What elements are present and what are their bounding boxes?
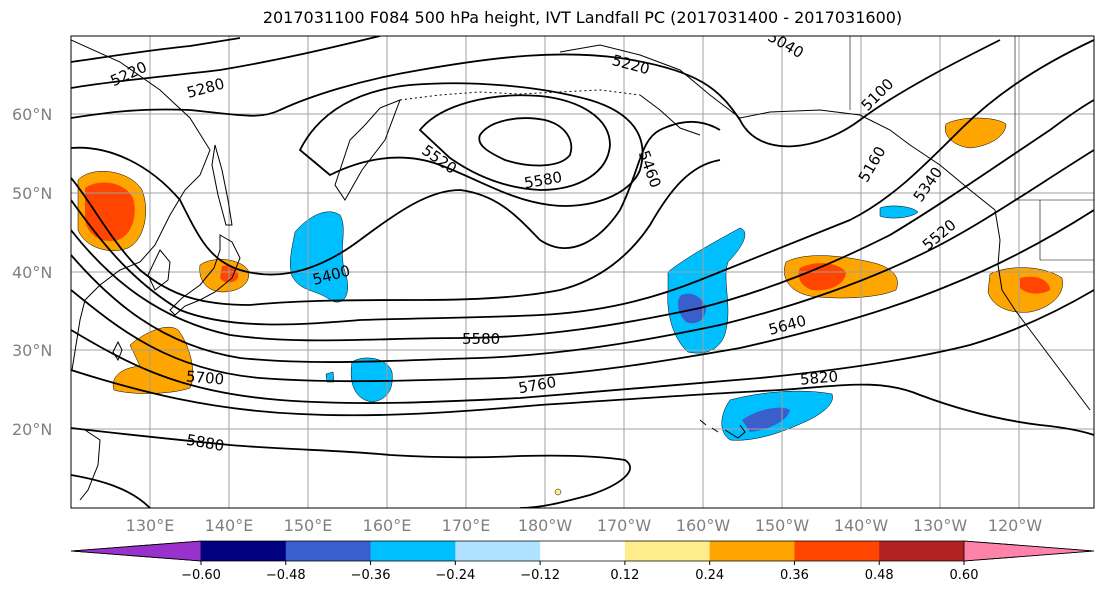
colorbar-tick-label: −0.60	[181, 568, 221, 583]
lon-label: 130°W	[913, 516, 968, 535]
colorbar-tick-label: −0.24	[435, 568, 475, 583]
lat-label: 60°N	[12, 105, 52, 124]
height-contours	[71, 36, 1094, 508]
ivt-shading	[77, 117, 1063, 496]
lon-label: 170°E	[442, 516, 491, 535]
lat-label: 20°N	[12, 420, 52, 439]
lon-label: 130°E	[126, 516, 175, 535]
shade-blob	[678, 293, 706, 324]
shade-blob	[554, 488, 562, 496]
lon-label: 120°W	[988, 516, 1043, 535]
colorbar-cell	[455, 541, 541, 561]
colorbar-tick-label: −0.48	[266, 568, 306, 583]
lon-label: 150°E	[284, 516, 333, 535]
contour-label: 5820	[799, 367, 839, 388]
colorbar-cell	[709, 541, 795, 561]
colorbar-cell	[624, 541, 711, 561]
lon-label: 140°E	[205, 516, 254, 535]
shade-blob	[742, 407, 790, 432]
colorbar: −0.60 −0.48 −0.36 −0.24 −0.12 0.12 0.24 0.36 0.4…	[70, 540, 1095, 583]
shade-blob	[85, 182, 135, 242]
shade-blob	[112, 326, 194, 394]
colorbar-cell	[879, 541, 965, 561]
lon-label: 180°W	[518, 516, 573, 535]
shade-blob	[879, 205, 919, 219]
map-title: 2017031100 F084 500 hPa height, IVT Land…	[262, 8, 903, 27]
colorbar-cell	[370, 541, 456, 561]
coastlines	[71, 36, 1094, 501]
colorbar-tick-label: 0.12	[610, 568, 639, 583]
lon-label: 170°W	[597, 516, 652, 535]
lat-label: 30°N	[12, 341, 52, 360]
shade-blob	[1020, 276, 1050, 294]
contour-label: 5700	[185, 367, 225, 388]
colorbar-tick-label: 0.60	[950, 568, 979, 583]
map-frame	[70, 35, 1095, 509]
lon-label: 160°W	[676, 516, 731, 535]
shade-blob	[325, 371, 335, 383]
colorbar-extend-high	[963, 540, 1095, 562]
colorbar-cell	[285, 541, 372, 561]
colorbar-tick-label: 0.48	[865, 568, 894, 583]
colorbar-tick-label: −0.36	[351, 568, 391, 583]
graticule	[71, 36, 1094, 508]
lon-label: 160°E	[363, 516, 412, 535]
colorbar-extend-low	[70, 540, 202, 562]
lat-label: 40°N	[12, 263, 52, 282]
colorbar-cell	[201, 541, 287, 561]
colorbar-tick-label: −0.12	[520, 568, 560, 583]
shade-blob	[350, 357, 393, 403]
shade-blob	[944, 117, 1007, 149]
shade-blob	[798, 263, 846, 291]
colorbar-tick-label: 0.36	[780, 568, 809, 583]
lon-label: 150°W	[755, 516, 810, 535]
longitude-labels: 130°E 140°E 150°E 160°E 170°E 180°W 170°…	[126, 516, 1043, 535]
lat-label: 50°N	[12, 184, 52, 203]
latitude-labels: 60°N 50°N 40°N 30°N 20°N	[12, 105, 52, 439]
contour-label: 5580	[462, 330, 500, 348]
colorbar-cell	[540, 541, 626, 561]
colorbar-cell	[794, 541, 880, 561]
lon-label: 140°W	[834, 516, 889, 535]
colorbar-tick-label: 0.24	[695, 568, 724, 583]
